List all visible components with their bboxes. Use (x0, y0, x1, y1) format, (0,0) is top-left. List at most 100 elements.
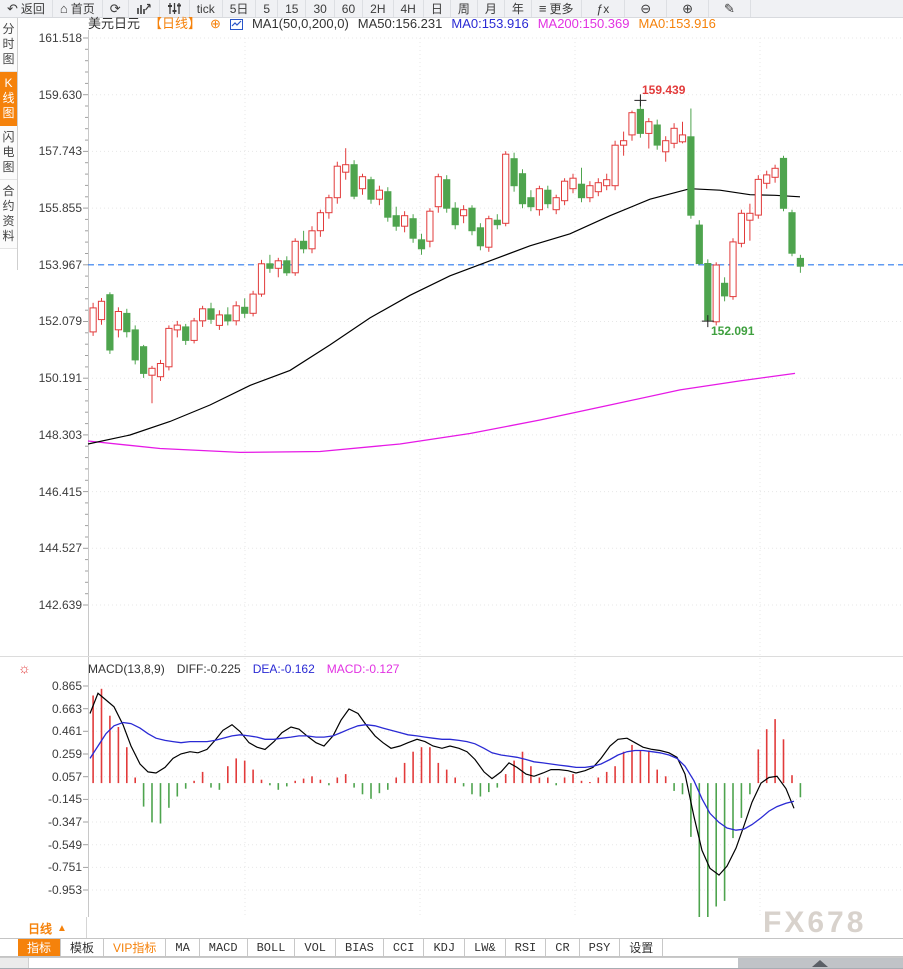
toolbar-fx-functions[interactable]: ƒx (582, 0, 626, 17)
tab-kdj[interactable]: KDJ (424, 939, 466, 956)
main-y-tick: 144.527 (38, 541, 82, 556)
period-dropdown[interactable]: 日线 ▲ (28, 920, 67, 937)
macd-y-tick: 0.057 (51, 769, 82, 784)
macd-dea-line (89, 721, 795, 831)
tab-vol[interactable]: VOL (295, 939, 337, 956)
toolbar-interval-30m[interactable]: 30 (306, 0, 335, 17)
toolbar-interval-15m[interactable]: 15 (278, 0, 307, 17)
interval-4h-label: 4H (400, 1, 416, 16)
main-y-tick: 148.303 (38, 427, 82, 442)
macd-histogram[interactable] (92, 688, 802, 927)
ma0-blue-value: MA0:153.916 (451, 16, 529, 31)
tab-vip-indicators[interactable]: VIP指标 (104, 939, 167, 956)
y-axis-line (83, 30, 89, 918)
toolbar-indicator-params[interactable] (160, 0, 190, 17)
macd-y-tick: 0.461 (51, 724, 82, 739)
back-label: 返回 (20, 2, 45, 16)
zoom-out-icon: ⊖ (640, 1, 652, 16)
ma50-line (87, 188, 801, 445)
tab-cr[interactable]: CR (546, 939, 580, 956)
interval-60m-label: 60 (341, 1, 356, 16)
indicator-tab-bar: 指标 模板 VIP指标 MA MACD BOLL VOL BIAS CCI KDJ LW& RSI CR… (0, 938, 903, 957)
tab-cci[interactable]: CCI (384, 939, 425, 956)
macd-panel-icon[interactable]: ☼ (18, 660, 31, 676)
toolbar-zoom-in[interactable]: ⊕ (667, 0, 710, 17)
main-y-tick: 142.639 (38, 598, 82, 612)
back-icon: ↶ (7, 1, 18, 16)
sidebar-item-lightning-chart[interactable]: 闪 电 图 (0, 126, 17, 180)
toolbar: ↶ 返回 ⌂ 首页 ⟳ tick 5日 5 15 30 60 2H 4H 日周月年 ≡ 更多 ƒx ⊖ ⊕ ✎ (0, 0, 903, 18)
main-y-tick: 159.630 (38, 87, 82, 102)
interval-2h-label: 2H (370, 1, 386, 16)
high-cross-marker (634, 94, 647, 107)
symbol-name: 美元日元 (88, 16, 141, 31)
toolbar-draw[interactable]: ✎ (709, 0, 751, 17)
tab-settings[interactable]: 设置 (620, 939, 664, 956)
toolbar-interval-year[interactable]: 年 (505, 0, 532, 17)
tab-ma[interactable]: MA (166, 939, 200, 956)
home-icon: ⌂ (59, 1, 68, 16)
toolbar-interval-5d[interactable]: 5日 (223, 0, 257, 17)
toolbar-back[interactable]: ↶ 返回 (0, 0, 53, 17)
chevron-up-icon: ▲ (57, 923, 67, 934)
toolbar-more[interactable]: ≡ 更多 (532, 0, 582, 17)
macd-diff-value: DIFF:-0.225 (176, 662, 241, 676)
macd-gridlines (88, 685, 903, 891)
main-y-tick: 161.518 (38, 31, 82, 45)
macd-diff-line (89, 692, 795, 876)
panel-resize-handle-icon[interactable] (812, 960, 828, 967)
candlestick-series[interactable] (89, 100, 804, 404)
macd-y-tick: -0.953 (47, 883, 82, 898)
macd-macd-value: MACD:-0.127 (326, 662, 400, 676)
refresh-icon: ⟳ (109, 1, 121, 16)
toolbar-interval-4h[interactable]: 4H (394, 0, 424, 17)
symbol-period-label: 【日线】 (149, 16, 202, 31)
tab-templates[interactable]: 模板 (61, 939, 105, 956)
interval-day-label: 日 (430, 2, 443, 16)
ma200-line (87, 372, 796, 454)
tab-lwr[interactable]: LW& (465, 939, 506, 956)
macd-y-tick: 0.663 (51, 701, 82, 716)
toolbar-interval-tick[interactable]: tick (190, 0, 223, 17)
mini-chart-icon[interactable] (229, 18, 243, 30)
tab-indicators[interactable]: 指标 (18, 939, 62, 956)
more-label: 更多 (549, 2, 574, 16)
tab-macd[interactable]: MACD (200, 939, 248, 956)
toolbar-interval-day[interactable]: 日 (424, 0, 451, 17)
toolbar-interval-2h[interactable]: 2H (363, 0, 394, 17)
indicator-sliders-icon (167, 3, 181, 14)
toolbar-chart-style[interactable] (129, 0, 160, 17)
interval-30m-label: 30 (313, 1, 327, 16)
toolbar-interval-60m[interactable]: 60 (335, 0, 364, 17)
toolbar-zoom-out[interactable]: ⊖ (625, 0, 668, 17)
main-y-tick: 153.967 (38, 257, 82, 272)
toolbar-interval-5m[interactable]: 5 (256, 0, 279, 17)
toolbar-interval-month[interactable]: 月 (478, 0, 505, 17)
add-indicator-icon[interactable]: ⊕ (210, 16, 221, 31)
main-y-tick: 152.079 (38, 314, 82, 329)
main-gridlines (88, 37, 903, 606)
scroll-corner (0, 958, 29, 968)
sidebar-item-time-share-chart[interactable]: 分 时 图 (0, 18, 17, 72)
macd-y-tick: -0.751 (47, 860, 82, 875)
ma50-value: MA50:156.231 (357, 16, 443, 31)
interval-month-label: 月 (484, 2, 497, 16)
price-chart[interactable] (0, 0, 903, 940)
sidebar-item-kline-chart[interactable]: K 线 图 (0, 72, 17, 126)
toolbar-interval-week[interactable]: 周 (451, 0, 478, 17)
interval-week-label: 周 (457, 2, 470, 16)
tab-psy[interactable]: PSY (580, 939, 621, 956)
month-gridlines (244, 38, 761, 918)
tab-rsi[interactable]: RSI (506, 939, 547, 956)
home-label: 首页 (70, 2, 95, 16)
main-y-tick: 155.855 (38, 201, 82, 216)
toolbar-home[interactable]: ⌂ 首页 (53, 0, 103, 17)
main-y-tick: 146.415 (38, 484, 82, 499)
interval-15m-label: 15 (285, 1, 299, 16)
sidebar-item-contract-info[interactable]: 合 约 资 料 (0, 180, 17, 249)
high-price-annotation: 159.439 (642, 83, 686, 97)
tab-bias[interactable]: BIAS (336, 939, 384, 956)
tab-boll[interactable]: BOLL (248, 939, 296, 956)
toolbar-refresh[interactable]: ⟳ (103, 0, 129, 17)
